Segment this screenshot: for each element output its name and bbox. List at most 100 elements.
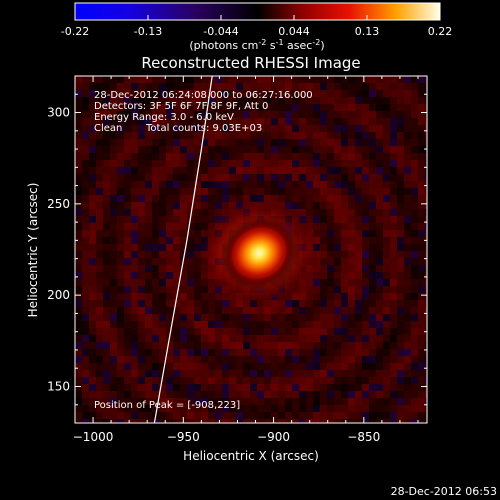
speckle-cell [208, 349, 215, 356]
speckle-cell [341, 104, 348, 111]
speckle-cell [418, 223, 425, 230]
speckle-cell [404, 202, 411, 209]
speckle-cell [110, 146, 117, 153]
speckle-cell [138, 405, 145, 412]
speckle-cell [320, 412, 327, 419]
speckle-cell [348, 167, 355, 174]
speckle-cell [124, 286, 131, 293]
speckle-cell [236, 342, 243, 349]
speckle-cell [306, 370, 313, 377]
speckle-cell [89, 167, 96, 174]
speckle-cell [341, 202, 348, 209]
speckle-cell [117, 405, 124, 412]
speckle-cell [75, 405, 82, 412]
speckle-cell [278, 405, 285, 412]
speckle-cell [306, 83, 313, 90]
speckle-cell [292, 202, 299, 209]
speckle-cell [110, 300, 117, 307]
y-tick-label: 200 [47, 288, 70, 302]
speckle-cell [348, 251, 355, 258]
speckle-cell [334, 335, 341, 342]
speckle-cell [187, 76, 194, 83]
speckle-cell [201, 83, 208, 90]
speckle-cell [166, 286, 173, 293]
speckle-cell [180, 307, 187, 314]
speckle-cell [96, 342, 103, 349]
speckle-cell [152, 230, 159, 237]
speckle-cell [110, 188, 117, 195]
speckle-cell [145, 146, 152, 153]
speckle-cell [166, 377, 173, 384]
speckle-cell [348, 377, 355, 384]
speckle-cell [243, 377, 250, 384]
speckle-cell [103, 181, 110, 188]
speckle-cell [411, 209, 418, 216]
speckle-cell [145, 321, 152, 328]
speckle-cell [82, 244, 89, 251]
speckle-cell [131, 314, 138, 321]
speckle-cell [110, 139, 117, 146]
speckle-cell [285, 342, 292, 349]
speckle-cell [264, 314, 271, 321]
speckle-cell [327, 230, 334, 237]
speckle-cell [103, 300, 110, 307]
speckle-cell [96, 237, 103, 244]
speckle-cell [159, 391, 166, 398]
colorbar-tick-label: 0.22 [428, 25, 453, 38]
speckle-cell [320, 251, 327, 258]
speckle-cell [89, 195, 96, 202]
speckle-cell [362, 202, 369, 209]
speckle-cell [299, 125, 306, 132]
speckle-cell [173, 349, 180, 356]
speckle-cell [152, 342, 159, 349]
speckle-cell [131, 286, 138, 293]
speckle-cell [243, 384, 250, 391]
speckle-cell [208, 300, 215, 307]
speckle-cell [355, 83, 362, 90]
speckle-cell [173, 139, 180, 146]
speckle-cell [425, 111, 427, 118]
speckle-cell [411, 356, 418, 363]
speckle-cell [96, 321, 103, 328]
speckle-cell [180, 265, 187, 272]
speckle-cell [82, 272, 89, 279]
speckle-cell [75, 370, 82, 377]
speckle-cell [257, 146, 264, 153]
speckle-cell [194, 181, 201, 188]
speckle-cell [320, 90, 327, 97]
speckle-cell [124, 118, 131, 125]
speckle-cell [145, 132, 152, 139]
speckle-cell [348, 111, 355, 118]
speckle-cell [271, 363, 278, 370]
speckle-cell [348, 76, 355, 83]
speckle-cell [75, 174, 82, 181]
speckle-cell [159, 209, 166, 216]
speckle-cell [75, 398, 82, 405]
speckle-cell [236, 83, 243, 90]
speckle-cell [180, 139, 187, 146]
speckle-cell [390, 419, 397, 423]
speckle-cell [292, 139, 299, 146]
x-tick-label: −850 [347, 430, 380, 444]
speckle-cell [362, 356, 369, 363]
speckle-cell [124, 251, 131, 258]
speckle-cell [215, 202, 222, 209]
speckle-cell [110, 391, 117, 398]
speckle-cell [411, 251, 418, 258]
speckle-cell [418, 139, 425, 146]
speckle-cell [369, 216, 376, 223]
speckle-cell [159, 76, 166, 83]
speckle-cell [362, 174, 369, 181]
speckle-cell [145, 377, 152, 384]
speckle-cell [75, 391, 82, 398]
speckle-cell [383, 398, 390, 405]
speckle-cell [236, 111, 243, 118]
speckle-cell [341, 377, 348, 384]
speckle-cell [187, 314, 194, 321]
speckle-cell [390, 223, 397, 230]
speckle-cell [383, 293, 390, 300]
speckle-cell [369, 202, 376, 209]
speckle-cell [425, 300, 427, 307]
speckle-cell [131, 363, 138, 370]
speckle-cell [362, 90, 369, 97]
